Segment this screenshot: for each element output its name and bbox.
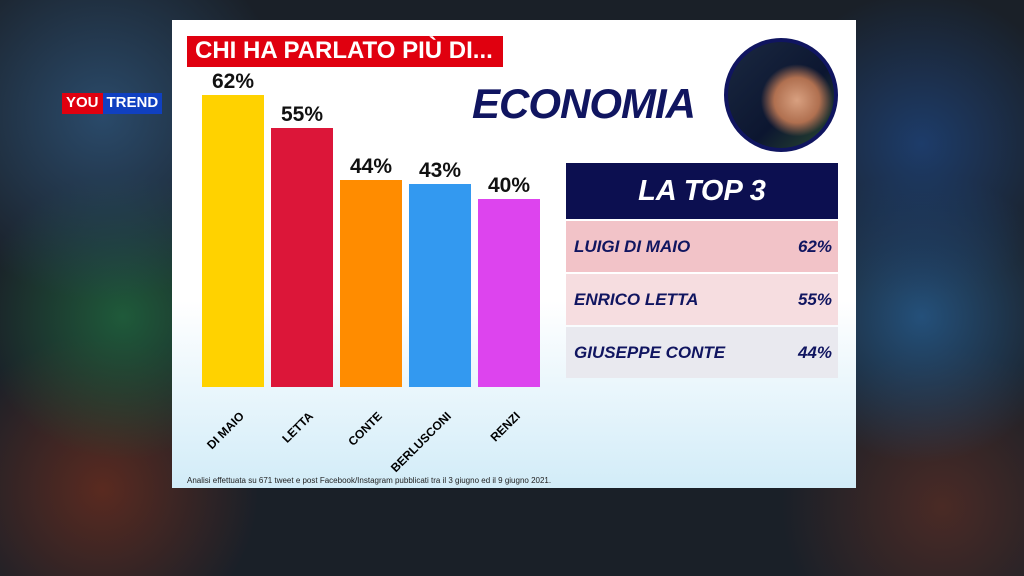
bar [271,127,333,387]
top3-name: ENRICO LETTA [574,289,699,309]
x-tick-label: CONTE [345,409,385,449]
top3-row: ENRICO LETTA 55% [566,274,838,325]
logo-trend: TREND [102,93,163,114]
top3-value: 62% [797,236,832,256]
top3-row: LUIGI DI MAIO 62% [566,221,838,272]
topic-title: ECONOMIA [472,80,696,127]
top3-value: 44% [797,342,832,362]
data-label: 62% [211,70,255,93]
infographic-card: CHI HA PARLATO PIÙ DI... ECONOMIA 62% DI … [172,20,856,488]
top3-row: GIUSEPPE CONTE 44% [566,327,838,378]
logo-you: YOU [62,93,103,114]
data-label: 55% [280,102,324,126]
data-label: 44% [349,154,393,178]
x-tick-label: LETTA [279,409,316,446]
top3-panel: LA TOP 3 LUIGI DI MAIO 62% ENRICO LETTA 55… [566,163,838,378]
headline: CHI HA PARLATO PIÙ DI... [187,36,503,67]
top3-name: GIUSEPPE CONTE [574,342,726,362]
youtrend-logo: YOU TREND [62,93,163,114]
bar [202,95,264,387]
bar [340,179,402,387]
x-tick-label: RENZI [487,409,523,445]
bar [409,184,471,387]
footnote: Analisi effettuata su 671 tweet e post F… [187,476,552,485]
economy-photo [724,38,838,152]
x-tick-label: BERLUSCONI [387,409,454,476]
top3-name: LUIGI DI MAIO [574,236,691,256]
top3-header: LA TOP 3 [566,163,838,219]
x-tick-label: DI MAIO [204,409,247,452]
data-label: 40% [487,173,531,197]
data-label: 43% [418,159,462,183]
bar [478,198,540,387]
top3-value: 55% [797,289,832,309]
